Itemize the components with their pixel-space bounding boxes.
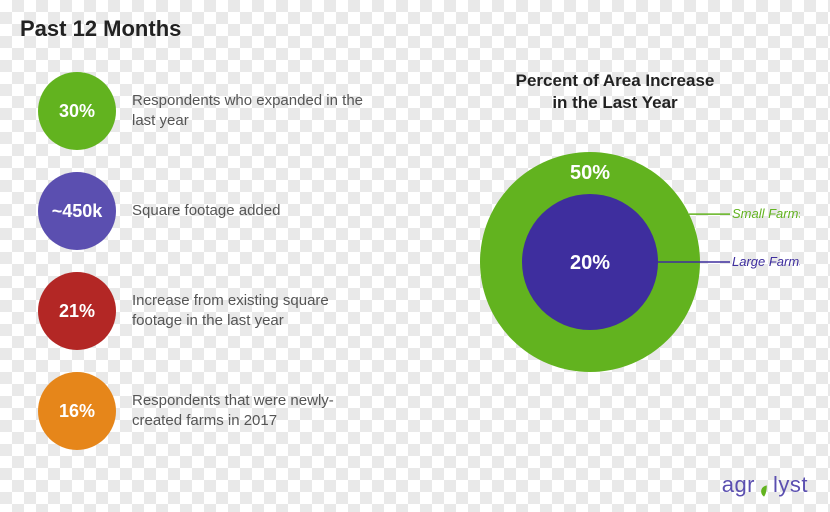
chart-title-line1: Percent of Area Increase bbox=[516, 71, 715, 90]
stat-circle-1: ~450k bbox=[38, 172, 116, 250]
stat-row-1: ~450k Square footage added bbox=[38, 172, 280, 250]
leaf-icon bbox=[757, 478, 771, 492]
stat-circle-2: 21% bbox=[38, 272, 116, 350]
large-farms-label: Large Farms bbox=[732, 254, 800, 269]
chart-title: Percent of Area Increase in the Last Yea… bbox=[430, 70, 800, 114]
stat-circle-0: 30% bbox=[38, 72, 116, 150]
stat-row-2: 21% Increase from existing square footage… bbox=[38, 272, 372, 350]
stat-circle-3: 16% bbox=[38, 372, 116, 450]
nested-circle-chart: 50% 20% Small Farms Large Farms bbox=[430, 132, 800, 392]
stat-label-3: Respondents that were newly-created farm… bbox=[132, 391, 372, 432]
area-increase-chart: Percent of Area Increase in the Last Yea… bbox=[430, 70, 800, 392]
stat-label-0: Respondents who expanded in the last yea… bbox=[132, 91, 372, 132]
logo-text-pre: agr bbox=[722, 472, 755, 498]
stat-label-1: Square footage added bbox=[132, 201, 280, 221]
stat-row-0: 30% Respondents who expanded in the last … bbox=[38, 72, 372, 150]
small-farms-label: Small Farms bbox=[732, 206, 800, 221]
stat-label-2: Increase from existing square footage in… bbox=[132, 291, 372, 332]
inner-value: 20% bbox=[570, 252, 610, 274]
agrilyst-logo: agrlyst bbox=[722, 472, 808, 498]
logo-text-post: lyst bbox=[773, 472, 808, 498]
chart-title-line2: in the Last Year bbox=[552, 93, 677, 112]
page-title: Past 12 Months bbox=[20, 16, 181, 42]
stat-row-3: 16% Respondents that were newly-created f… bbox=[38, 372, 372, 450]
outer-value: 50% bbox=[570, 162, 610, 184]
